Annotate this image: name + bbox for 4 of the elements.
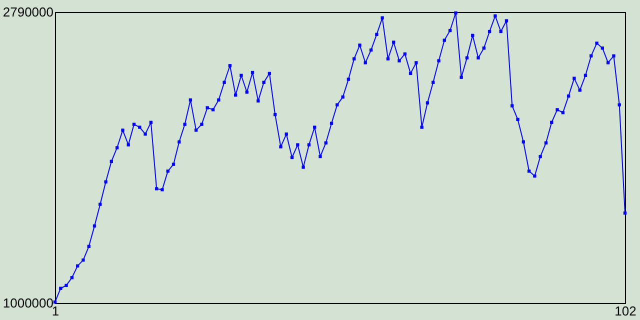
y-tick-label: 2790000 xyxy=(2,4,54,20)
x-tick-label: 1 xyxy=(52,304,60,318)
y-tick-label: 1000000 xyxy=(2,296,54,310)
x-tick-label: 102 xyxy=(614,304,636,318)
